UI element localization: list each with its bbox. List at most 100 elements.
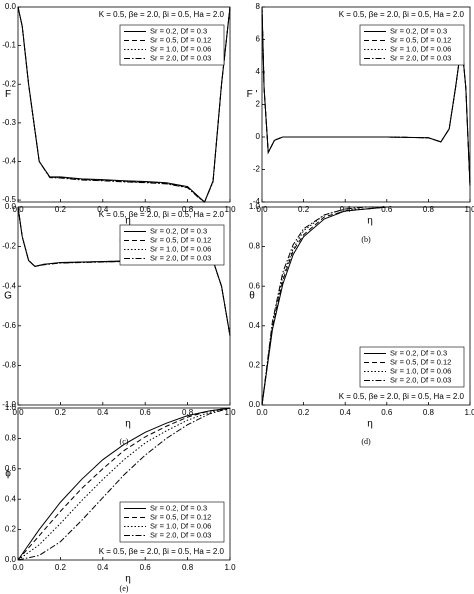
legend-label: Sr = 1.0, Df = 0.06	[150, 44, 211, 53]
x-tick-label: 1.0	[224, 563, 236, 572]
y-tick-label: -0.2	[2, 79, 16, 88]
y-tick-label: -0.2	[2, 242, 16, 251]
y-tick-label: 0	[256, 132, 261, 141]
y-tick-label: 1.0	[5, 403, 17, 412]
annotation: K = 0.5, βe = 2.0, βi = 0.5, Ha = 2.0	[99, 547, 225, 556]
x-tick-label: 0.0	[256, 408, 268, 417]
caption: (b)	[361, 235, 371, 244]
x-axis-label: η	[367, 419, 373, 430]
y-tick-label: 0.2	[249, 361, 261, 370]
x-axis-label: η	[125, 216, 131, 227]
y-tick-label: 2	[256, 100, 261, 109]
x-tick-label: 0.4	[340, 408, 352, 417]
y-tick-label: 0.4	[249, 321, 261, 330]
x-tick-label: 1.0	[464, 408, 474, 417]
legend-label: Sr = 1.0, Df = 0.06	[150, 521, 211, 530]
x-tick-label: 0.0	[12, 563, 24, 572]
y-axis-label: G	[4, 291, 12, 302]
annotation: K = 0.5, βe = 2.0, βi = 0.5, Ha = 2.0	[99, 210, 225, 219]
series-line	[17, 407, 231, 561]
x-tick-label: 0.8	[423, 408, 435, 417]
series-line	[17, 407, 231, 561]
plot-frame	[17, 206, 231, 406]
plot-frame	[17, 407, 231, 561]
y-tick-label: -0.4	[2, 157, 16, 166]
x-axis-label: η	[125, 574, 131, 585]
x-tick-label: 0.4	[340, 205, 352, 214]
y-tick-label: 8	[256, 2, 261, 11]
series-line	[17, 6, 231, 203]
y-tick-label: 0.0	[249, 400, 261, 409]
legend-label: Sr = 0.5, Df = 0.12	[390, 35, 451, 44]
legend-label: Sr = 2.0, Df = 0.03	[150, 530, 211, 539]
y-tick-label: -2	[253, 165, 261, 174]
legend-label: Sr = 0.2, Df = 0.3	[150, 226, 207, 235]
series-line	[17, 407, 231, 561]
legend-label: Sr = 0.5, Df = 0.12	[150, 235, 211, 244]
legend-label: Sr = 2.0, Df = 0.03	[150, 253, 211, 262]
caption: (d)	[361, 437, 371, 446]
y-tick-label: -0.3	[2, 118, 16, 127]
caption: (c)	[120, 437, 129, 446]
series-line	[261, 6, 471, 186]
y-tick-label: -0.8	[2, 361, 16, 370]
y-tick-label: 0.0	[5, 202, 17, 211]
x-tick-label: 0.6	[381, 408, 393, 417]
x-tick-label: 0.6	[140, 205, 152, 214]
y-axis-label: F '	[247, 89, 258, 100]
y-tick-label: 0.2	[5, 525, 17, 534]
y-tick-label: 0.6	[249, 281, 261, 290]
y-tick-label: -1.0	[2, 400, 16, 409]
y-tick-label: 4	[256, 67, 261, 76]
legend-label: Sr = 0.5, Df = 0.12	[150, 35, 211, 44]
x-tick-label: 0.8	[182, 205, 194, 214]
annotation: K = 0.5, βe = 2.0, βi = 0.5, Ha = 2.0	[99, 10, 225, 19]
y-tick-label: 0.0	[5, 555, 17, 564]
series-line	[261, 206, 470, 406]
x-axis-label: η	[367, 216, 373, 227]
y-tick-label: 1.0	[249, 202, 261, 211]
x-tick-label: 0.8	[423, 205, 435, 214]
legend-label: Sr = 0.5, Df = 0.12	[390, 357, 451, 366]
x-axis-label: η	[125, 419, 131, 430]
legend-label: Sr = 2.0, Df = 0.03	[390, 375, 451, 384]
y-tick-label: -0.4	[2, 281, 16, 290]
legend-label: Sr = 2.0, Df = 0.03	[150, 53, 211, 62]
y-tick-label: 6	[256, 35, 261, 44]
y-tick-label: -0.5	[2, 195, 16, 204]
x-tick-label: 1.0	[464, 205, 474, 214]
y-tick-label: 0.8	[249, 242, 261, 251]
x-tick-label: 0.2	[298, 205, 310, 214]
annotation: K = 0.5, βe = 2.0, βi = 0.5, Ha = 2.0	[339, 392, 465, 401]
y-axis-label: θ	[249, 291, 255, 302]
x-tick-label: 0.2	[55, 205, 67, 214]
plot-frame	[17, 6, 231, 203]
caption: (e)	[120, 584, 129, 593]
y-tick-label: 0.8	[5, 434, 17, 443]
x-tick-label: 0.4	[97, 205, 109, 214]
legend-label: Sr = 1.0, Df = 0.06	[150, 244, 211, 253]
x-tick-label: 0.6	[140, 408, 152, 417]
series-line	[17, 407, 231, 561]
y-tick-label: 0.6	[5, 464, 17, 473]
x-tick-label: 0.4	[97, 408, 109, 417]
legend-label: Sr = 0.2, Df = 0.3	[150, 503, 207, 512]
y-tick-label: 0.4	[5, 494, 17, 503]
x-tick-label: 0.6	[140, 563, 152, 572]
x-tick-label: 0.8	[182, 408, 194, 417]
annotation: K = 0.5, βe = 2.0, βi = 0.5, Ha = 2.0	[339, 10, 465, 19]
legend-label: Sr = 1.0, Df = 0.06	[390, 366, 451, 375]
x-tick-label: 0.2	[55, 408, 67, 417]
y-tick-label: -0.1	[2, 41, 16, 50]
y-axis-label: ϕ	[5, 469, 11, 480]
legend-label: Sr = 0.2, Df = 0.3	[150, 26, 207, 35]
y-tick-label: -0.6	[2, 321, 16, 330]
y-tick-label: -4	[253, 197, 261, 206]
x-tick-label: 0.8	[182, 563, 194, 572]
legend-label: Sr = 0.5, Df = 0.12	[150, 512, 211, 521]
y-axis-label: F	[5, 89, 11, 100]
x-tick-label: 0.6	[381, 205, 393, 214]
y-tick-label: 0.0	[5, 2, 17, 11]
x-tick-label: 0.4	[97, 563, 109, 572]
